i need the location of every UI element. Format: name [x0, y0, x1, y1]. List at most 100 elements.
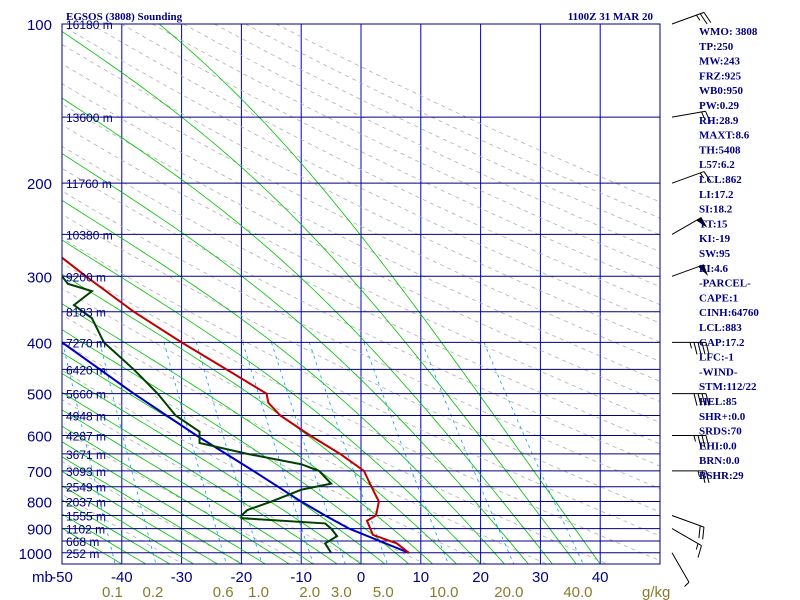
temperature-tick-label: -40: [111, 569, 133, 586]
wind-barb-half: [699, 172, 705, 179]
pressure-tick-label: 600: [27, 428, 52, 445]
mixing-ratio-line: [163, 342, 227, 564]
mixing-ratio-label: 20.0: [494, 584, 523, 600]
wind-barb: [671, 528, 702, 558]
mixing-ratio-label: 40.0: [563, 584, 592, 600]
wind-barb-staff: [671, 528, 702, 547]
height-label: 6420 m: [66, 363, 106, 377]
wind-barb: [671, 515, 705, 540]
sounding-index-item: TH:5408: [699, 144, 741, 156]
dry-adiabat-line: [62, 460, 244, 564]
sounding-index-item: LCL:862: [699, 174, 742, 186]
sounding-index-item: WMO: 3808: [699, 26, 758, 38]
temperature-tick-label: -20: [231, 569, 253, 586]
dry-adiabat-line: [62, 429, 305, 564]
wind-barb-staff: [671, 264, 705, 277]
mixing-ratio-label: 5.0: [373, 584, 394, 600]
dry-adiabat-line: [62, 288, 608, 564]
mixing-ratio-line: [242, 342, 314, 564]
moist-adiabat-line: [62, 30, 577, 564]
wind-barb-half: [684, 581, 690, 587]
height-label: 3671 m: [66, 448, 106, 462]
wind-barb-full: [702, 527, 705, 540]
mixing-ratio-line: [421, 342, 515, 564]
height-label: 5660 m: [66, 388, 106, 402]
wind-barb-full: [693, 393, 698, 406]
background-grid: [62, 24, 660, 564]
wind-barb-full: [701, 342, 706, 355]
wind-barb: [671, 11, 712, 25]
wind-barb-full: [697, 342, 702, 355]
moist-adiabat-line: [62, 239, 481, 564]
wind-barb-pennant: [696, 217, 708, 228]
mixing-ratio-unit-label: g/kg: [642, 584, 670, 600]
wind-barb-full: [697, 393, 702, 406]
wind-barb-full: [705, 111, 711, 123]
wind-barb-full: [693, 342, 698, 355]
wind-barb-half: [701, 111, 705, 118]
height-label: 2037 m: [66, 496, 106, 510]
moist-adiabat-line: [62, 513, 146, 564]
mixing-ratio-line: [99, 342, 157, 564]
sounding-index-item: CINH:64760: [699, 307, 759, 319]
dry-adiabat-line: [62, 124, 660, 423]
moist-adiabat-line: [62, 485, 194, 564]
dry-adiabat-line: [62, 190, 660, 490]
wind-barb-staff: [671, 11, 705, 25]
height-label: 668 m: [66, 535, 99, 549]
moist-adiabat-line: [62, 329, 410, 564]
temperature-tick-label: -50: [51, 569, 73, 586]
height-label: 8183 m: [66, 306, 106, 320]
temperature-tick-label: 30: [532, 569, 549, 586]
wind-barb-staff: [671, 552, 690, 583]
mixing-ratio-label: 10.0: [429, 584, 458, 600]
wind-barb-half: [696, 14, 701, 21]
dry-adiabat-line: [62, 83, 660, 382]
wind-barb-half: [689, 342, 692, 349]
wind-barb-full: [703, 12, 712, 23]
mixing-ratio-label: 0.2: [143, 584, 164, 600]
mixing-ratio-line: [363, 342, 449, 564]
dry-adiabat-line: [62, 167, 660, 467]
sounding-index-item: LI:17.2: [699, 189, 734, 201]
wind-barb-full: [701, 470, 706, 484]
sounding-index-item: -WIND-: [699, 366, 738, 378]
height-label: 4948 m: [66, 410, 106, 424]
wind-barb: [671, 110, 711, 123]
moist-adiabat-line: [62, 409, 314, 564]
dry-adiabat-line: [62, 237, 660, 537]
wind-barb: [672, 434, 710, 448]
mixing-ratio-line: [62, 342, 116, 564]
wind-barb-full: [701, 393, 706, 406]
wind-barb: [671, 552, 690, 587]
parcel-trace: [62, 341, 410, 554]
dry-adiabat-line: [62, 341, 487, 564]
height-label: 10380 m: [66, 228, 113, 242]
moist-adiabat-line: [62, 199, 505, 564]
wind-barb-full: [699, 13, 708, 25]
sounding-index-item: SRDS:70: [699, 426, 742, 438]
axis-labels: 16180 m 13600 m 11760 m 10380 m 9200 m 8183 m…: [19, 17, 609, 600]
sounding-index-item: TT:15: [699, 218, 728, 230]
temperature-trace: [62, 256, 410, 554]
wind-barb-full: [705, 435, 710, 448]
temperature-tick-label: 20: [472, 569, 489, 586]
chart-timestamp: 1100Z 31 MAR 20: [568, 11, 654, 23]
wind-barb-full: [705, 470, 710, 484]
sounding-index-item: SW:95: [699, 248, 731, 260]
temperature-tick-label: 40: [592, 569, 609, 586]
sounding-index-item: LFC:-1: [699, 352, 734, 364]
temperature-tick-label: -30: [171, 569, 193, 586]
moist-adiabat-line: [62, 391, 338, 564]
sounding-index-item: RH:28.9: [699, 115, 739, 127]
temperature-tick-label: -10: [290, 569, 312, 586]
mixing-ratio-line: [271, 342, 346, 564]
height-label: 7270 m: [66, 336, 106, 350]
pressure-tick-label: 400: [27, 335, 52, 352]
moist-adiabat-line: [62, 153, 529, 564]
wind-barb: [672, 393, 710, 406]
sounding-index-item: BRN:0.0: [699, 455, 740, 467]
moist-adiabat-line: [62, 97, 553, 564]
wind-barb-full: [705, 393, 710, 406]
